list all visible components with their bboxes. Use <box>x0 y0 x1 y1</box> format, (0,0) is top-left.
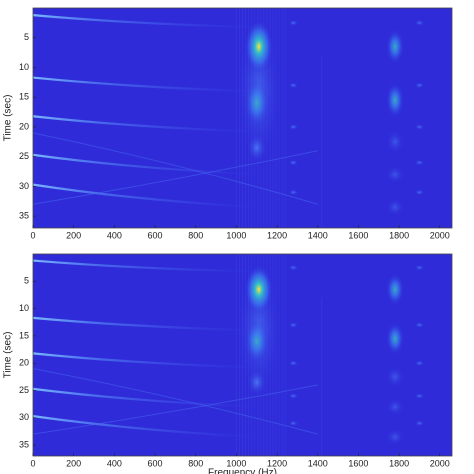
streak <box>33 115 257 133</box>
x-tick-label: 0 <box>30 458 35 468</box>
x-tick-label: 1800 <box>389 458 409 468</box>
x-tick-label: 2000 <box>430 230 450 240</box>
y-tick-label: 10 <box>19 62 29 72</box>
x-tick-label: 600 <box>148 230 163 240</box>
hot-spot <box>244 19 274 74</box>
y-tick-label: 15 <box>19 330 29 340</box>
spot <box>288 420 299 427</box>
spot <box>288 189 299 196</box>
spot <box>288 123 299 130</box>
hot-spot <box>385 398 405 416</box>
x-tick-label: 1000 <box>226 458 246 468</box>
y-tick-label: 30 <box>19 181 29 191</box>
spot <box>288 264 299 271</box>
hot-spot <box>385 322 405 355</box>
hot-spot <box>385 273 405 306</box>
y-tick-label: 20 <box>19 121 29 131</box>
y-tick-label: 30 <box>19 412 29 422</box>
x-tick-label: 1400 <box>308 230 328 240</box>
hot-spot <box>244 264 274 315</box>
spectrogram: 0 200 400 600 800 1000 1200 1400 1600 1800 2000 5 10… <box>3 7 453 240</box>
spectrogram: 0 200 400 600 800 1000 1200 1400 1600 1800 2000 5 10… <box>3 253 453 474</box>
plot-frame <box>32 7 453 229</box>
y-tick-label: 35 <box>19 210 29 220</box>
streak <box>33 368 318 435</box>
x-axis-label: Frequency (Hz) <box>208 468 277 474</box>
streak <box>33 415 257 438</box>
x-tick-label: 1400 <box>308 458 328 468</box>
spot <box>414 19 425 26</box>
x-tick-label: 1000 <box>226 230 246 240</box>
hot-spot <box>385 428 405 446</box>
y-tick-label: 25 <box>19 385 29 395</box>
x-tick-label: 200 <box>66 458 81 468</box>
spot <box>288 19 299 26</box>
x-tick-label: 0 <box>30 230 35 240</box>
y-axis-label: Time (sec) <box>3 332 14 379</box>
plot-frame <box>32 253 453 457</box>
y-tick-label: 15 <box>19 92 29 102</box>
y-tick-label: 5 <box>24 32 29 42</box>
x-tick-label: 2000 <box>430 458 450 468</box>
spot <box>288 392 299 399</box>
hot-spot <box>244 79 269 127</box>
streak <box>33 14 257 29</box>
x-tick-label: 1200 <box>267 458 287 468</box>
spot <box>288 159 299 166</box>
spot <box>414 159 425 166</box>
streak <box>33 384 318 435</box>
x-tick-label: 600 <box>148 458 163 468</box>
y-tick-label: 35 <box>19 439 29 449</box>
y-tick-label: 20 <box>19 358 29 368</box>
spot <box>414 321 425 328</box>
y-tick-label: 10 <box>19 303 29 313</box>
streak <box>33 183 257 209</box>
streak <box>33 352 257 369</box>
x-tick-label: 400 <box>107 230 122 240</box>
spot <box>414 264 425 271</box>
streak <box>33 153 257 176</box>
spectrogram-features <box>33 8 425 228</box>
streak <box>33 132 318 205</box>
spot <box>414 82 425 89</box>
hot-spot <box>246 132 267 163</box>
x-tick-label: 1600 <box>348 458 368 468</box>
hot-spot <box>385 82 405 118</box>
spot <box>288 82 299 89</box>
spectrogram-features <box>33 254 425 456</box>
x-tick-label: 200 <box>66 230 81 240</box>
y-tick-label: 5 <box>24 276 29 286</box>
spot <box>414 360 425 367</box>
hot-spot <box>385 165 405 184</box>
streak <box>33 387 257 408</box>
hot-spot <box>385 365 405 388</box>
streak <box>33 150 318 205</box>
hot-spot <box>385 28 405 65</box>
spot <box>288 360 299 367</box>
y-tick-label: 25 <box>19 151 29 161</box>
hot-spot <box>385 129 405 154</box>
spot <box>414 392 425 399</box>
x-tick-label: 800 <box>188 230 203 240</box>
streak <box>33 76 257 93</box>
streak <box>33 316 257 332</box>
spot <box>414 189 425 196</box>
spot <box>414 123 425 130</box>
x-tick-label: 1200 <box>267 230 287 240</box>
y-axis-label: Time (sec) <box>3 95 14 142</box>
streak <box>33 259 257 273</box>
x-tick-label: 800 <box>188 458 203 468</box>
x-tick-label: 1600 <box>348 230 368 240</box>
hot-spot <box>244 319 269 364</box>
spot <box>414 420 425 427</box>
x-tick-label: 400 <box>107 458 122 468</box>
spot <box>288 321 299 328</box>
x-tick-label: 1800 <box>389 230 409 240</box>
hot-spot <box>246 368 267 396</box>
hot-spot <box>385 198 405 217</box>
